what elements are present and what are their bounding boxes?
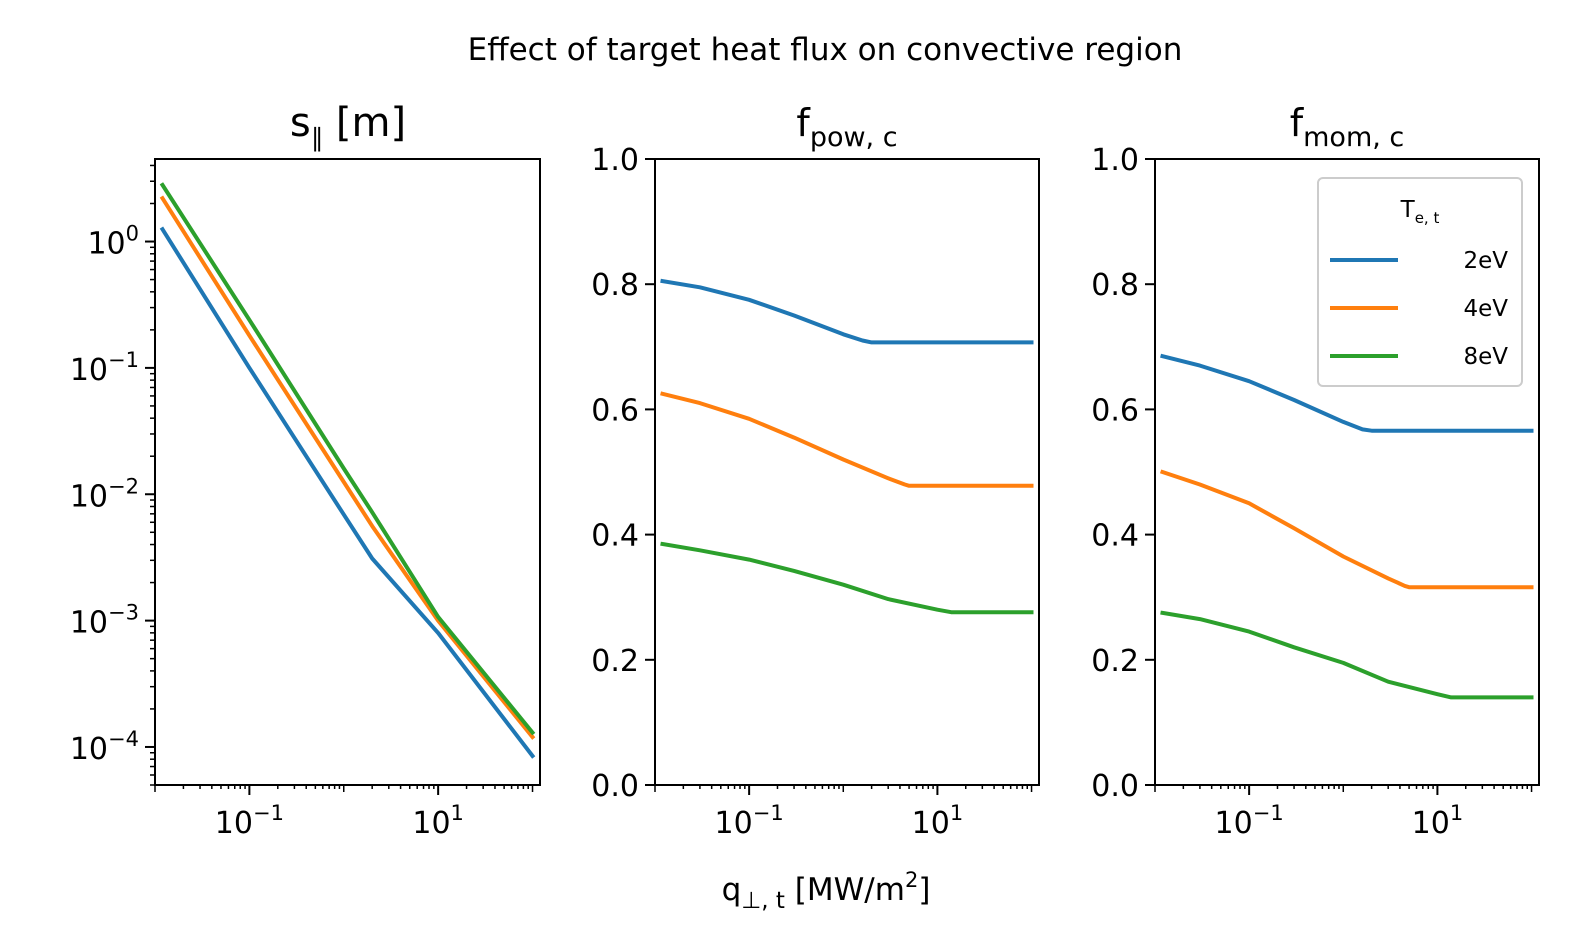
series-group xyxy=(1159,353,1534,700)
panel-1-title: s∥ [m] xyxy=(290,100,406,152)
series-line-2eV xyxy=(159,226,536,759)
axes-frame xyxy=(654,158,1040,786)
panel-1: 10−1 101 100 10−1 10−2 10−3 10−4 xyxy=(70,158,541,841)
x-axis-label: q⊥, t [MW/m2] xyxy=(722,868,931,914)
panel-2-title: fpow, c xyxy=(796,101,897,153)
legend-frame xyxy=(1317,177,1523,387)
panel-3: 10−1 101 0.0 0.2 0.4 0.6 0.8 1.0 xyxy=(1091,143,1540,841)
y-tick-label: 1.0 xyxy=(591,143,639,178)
y-tick-label: 100 xyxy=(87,222,139,262)
y-tick-label: 1.0 xyxy=(1091,143,1139,178)
y-tick-label: 0.0 xyxy=(1091,769,1139,804)
y-tick-label: 0.2 xyxy=(1091,644,1139,679)
series-line-8eV xyxy=(159,182,536,736)
series-line-4eV xyxy=(159,195,536,740)
panels: 10−1 101 100 10−1 10−2 10−3 10−4 10−1 101 0.0 0.2 0… xyxy=(70,143,1540,841)
series-line-4eV xyxy=(660,391,1034,488)
y-tick-label: 0.8 xyxy=(591,268,639,303)
legend-entries: 2eV 4eV 8eV xyxy=(1330,248,1508,370)
series-line-4eV xyxy=(1159,469,1534,590)
y-tick-label: 0.6 xyxy=(591,393,639,428)
y-tick-label: 0.2 xyxy=(591,644,639,679)
series-line-2eV xyxy=(1160,353,1534,433)
legend: Te, t 2eV 4eV 8eV xyxy=(1317,177,1523,387)
panel-3-title: fmom, c xyxy=(1290,101,1405,153)
series-line-8eV xyxy=(660,541,1034,615)
x-tick-label: 10−1 xyxy=(215,801,284,841)
y-tick-label: 10−2 xyxy=(70,474,139,514)
x-tick-label: 101 xyxy=(1412,801,1464,841)
series-line-8eV xyxy=(1160,610,1534,700)
y-tick-label: 10−3 xyxy=(70,601,139,641)
series-line-2eV xyxy=(660,278,1034,345)
panel-2: 10−1 101 0.0 0.2 0.4 0.6 0.8 1.0 xyxy=(591,143,1040,841)
y-tick-label: 10−4 xyxy=(70,727,139,767)
legend-label-8eV: 8eV xyxy=(1463,344,1508,370)
figure-suptitle: Effect of target heat flux on convective… xyxy=(468,32,1183,68)
y-tick-label: 0.4 xyxy=(1091,519,1139,554)
x-tick-label: 101 xyxy=(912,801,964,841)
axes-frame xyxy=(154,158,541,786)
legend-title: Te, t xyxy=(1400,197,1440,227)
y-tick-label: 0.4 xyxy=(591,519,639,554)
legend-label-2eV: 2eV xyxy=(1463,248,1508,274)
y-tick-label: 10−1 xyxy=(70,348,139,388)
legend-label-4eV: 4eV xyxy=(1463,296,1508,322)
x-tick-label: 10−1 xyxy=(1215,801,1284,841)
axes-frame xyxy=(1154,158,1540,786)
y-tick-label: 0.8 xyxy=(1091,268,1139,303)
y-tick-label: 0.6 xyxy=(1091,393,1139,428)
series-group xyxy=(660,278,1034,615)
x-tick-label: 101 xyxy=(412,801,464,841)
y-tick-label: 0.0 xyxy=(591,769,639,804)
series-group xyxy=(159,182,536,759)
x-tick-label: 10−1 xyxy=(715,801,784,841)
